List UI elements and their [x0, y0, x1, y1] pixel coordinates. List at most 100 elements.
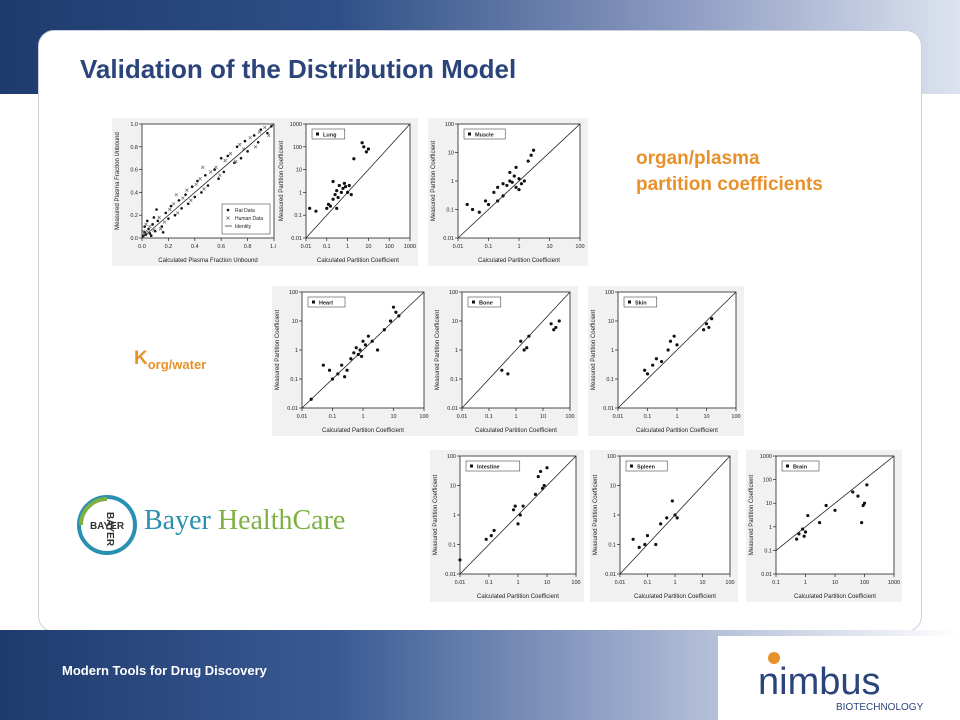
- caption-line-2: partition coefficients: [636, 174, 823, 195]
- fu-human-point: [158, 227, 163, 231]
- bone-y-tick-label: 10: [452, 319, 458, 325]
- muscle-data-point: [508, 170, 512, 175]
- brain-y-tick-label: 10: [766, 501, 772, 507]
- lung-data-point: [314, 209, 318, 213]
- intestine-data-point: [489, 534, 493, 538]
- korg-water-label: Korg/water: [134, 348, 206, 372]
- fu-human-point: [162, 220, 167, 224]
- fu-rat-point: [173, 213, 177, 217]
- skin-data-point: [666, 348, 670, 352]
- lung-x-tick-label: 100: [385, 244, 394, 250]
- intestine-x-tick-label: 0.1: [485, 580, 493, 586]
- bone-legend-marker: [472, 300, 475, 304]
- fu-y-tick-label: 0.2: [130, 213, 138, 219]
- lung-data-point: [335, 188, 339, 193]
- muscle-x-tick-label: 0.01: [453, 244, 464, 250]
- skin-x-tick-label: 10: [703, 414, 709, 420]
- brain-y-tick-label: 1000: [760, 454, 772, 460]
- fu-human-point: [214, 165, 218, 170]
- fu-x-tick-label: 0.4: [191, 244, 199, 250]
- heart-data-point: [330, 377, 335, 381]
- fu-rat-point: [219, 156, 223, 160]
- fu-human-point: [223, 158, 227, 163]
- heart-y-axis-label: Measured Partition Coefficient: [275, 310, 281, 391]
- brain-x-tick-label: 1: [804, 580, 807, 586]
- heart-data-point: [394, 310, 398, 314]
- heart-legend-marker: [312, 300, 315, 304]
- bone-y-tick-label: 100: [449, 290, 458, 296]
- heart-x-tick-label: 100: [419, 414, 428, 420]
- intestine-data-point: [458, 558, 462, 562]
- bone-x-axis-label: Calculated Partition Coefficient: [475, 428, 557, 434]
- skin-data-point: [702, 328, 706, 332]
- bayer-healthcare-wordmark: Bayer HealthCare: [144, 505, 345, 537]
- fu-legend-box: [221, 203, 271, 235]
- lung-x-axis-label: Calculated Partition Coefficient: [317, 258, 399, 264]
- fu-legend-label: Rat Data: [235, 208, 255, 214]
- fu-rat-point: [161, 231, 165, 234]
- fu-human-point: [253, 145, 258, 149]
- muscle-x-tick-label: 100: [575, 244, 584, 250]
- lung-data-point: [364, 150, 368, 154]
- intestine-data-point: [545, 466, 549, 470]
- fu-human-point: [141, 229, 146, 233]
- skin-y-tick-label: 1: [611, 348, 614, 354]
- fu-human-point: [201, 165, 205, 170]
- fu-rat-point: [266, 131, 269, 135]
- muscle-legend-box: [463, 128, 506, 140]
- bayer-cross-logo: BAYER BAYER: [77, 495, 137, 555]
- skin-legend-label: Skin: [635, 301, 647, 307]
- skin-data-point: [643, 368, 647, 372]
- muscle-y-tick-label: 100: [445, 122, 454, 128]
- fu-human-point: [189, 198, 193, 203]
- bone-data-point: [552, 328, 556, 332]
- lung-data-point: [333, 193, 337, 197]
- heart-legend-box: [307, 296, 346, 308]
- fu-x-tick-label: 0.2: [165, 244, 173, 250]
- intestine-data-point: [533, 492, 538, 496]
- muscle-data-point: [496, 199, 500, 203]
- fu-rat-point: [204, 174, 207, 177]
- lung-data-point: [339, 190, 343, 194]
- brain-data-point: [795, 537, 799, 541]
- muscle-x-tick-label: 10: [546, 244, 552, 250]
- lung-x-tick-label: 10: [365, 244, 371, 250]
- bone-y-tick-label: 1: [455, 348, 458, 354]
- heart-data-point: [388, 319, 393, 323]
- legend-human-marker: [226, 216, 230, 220]
- brain-data-point: [803, 530, 808, 534]
- fu-human-point: [257, 130, 262, 134]
- fu-human-point: [185, 188, 189, 192]
- heart-data-point: [354, 346, 358, 350]
- heart-x-tick-label: 1: [361, 414, 364, 420]
- lung-scatter-plot: 0.01 0.1 1 10 100 1000 0.01 0.1 1 10 100 1000 Calcul…: [276, 118, 418, 266]
- brain-y-axis-label: Measured Partition Coefficient: [749, 475, 755, 556]
- muscle-data-point: [496, 185, 500, 189]
- muscle-y-tick-label: 0.1: [446, 208, 454, 214]
- muscle-y-tick-label: 0.01: [443, 236, 454, 242]
- bone-x-tick-label: 0.01: [457, 414, 468, 420]
- intestine-data-point: [518, 513, 522, 517]
- fu-rat-point: [222, 170, 226, 174]
- lung-legend-marker: [316, 132, 319, 136]
- muscle-y-axis-label: Measured Partition Coefficient: [431, 141, 437, 222]
- muscle-legend-label: Muscle: [475, 133, 494, 139]
- fu-rat-point: [256, 140, 260, 144]
- fu-rat-point: [243, 139, 247, 143]
- brain-legend-label: Brain: [793, 465, 808, 471]
- fu-human-point: [174, 192, 179, 197]
- fu-human-point: [168, 207, 172, 212]
- muscle-data-point: [529, 153, 533, 157]
- brain-data-point: [824, 503, 828, 508]
- skin-data-point: [645, 372, 650, 376]
- fu-rat-point: [152, 216, 156, 219]
- lung-data-point: [346, 190, 350, 194]
- fu-rat-point: [217, 177, 220, 181]
- lung-y-tick-label: 0.01: [291, 236, 302, 242]
- brain-data-point: [860, 521, 864, 525]
- intestine-data-point: [513, 504, 517, 508]
- spleen-x-tick-label: 0.1: [644, 580, 652, 586]
- intestine-y-tick-label: 1: [453, 513, 456, 519]
- muscle-data-point: [492, 190, 496, 194]
- intestine-data-point: [542, 483, 546, 488]
